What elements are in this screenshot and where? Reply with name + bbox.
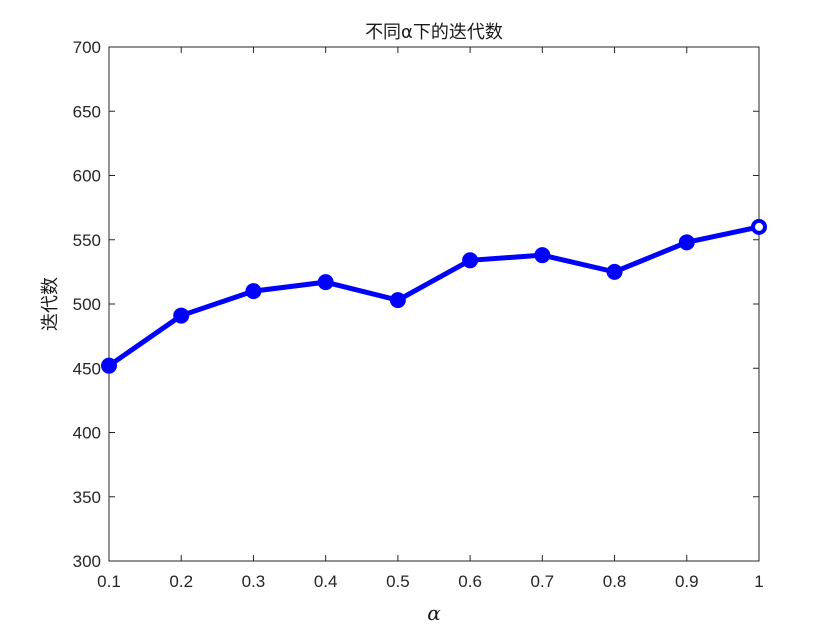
data-point — [317, 274, 334, 291]
data-point — [678, 234, 695, 251]
x-tick-label: 0.3 — [242, 572, 266, 591]
data-point — [534, 247, 551, 264]
x-tick-label: 0.5 — [386, 572, 410, 591]
y-tick-label: 300 — [73, 552, 101, 571]
data-point — [101, 357, 117, 374]
data-point — [389, 292, 406, 309]
x-tick-label: 0.7 — [531, 572, 555, 591]
data-point — [173, 307, 190, 324]
y-tick-label: 550 — [73, 231, 101, 250]
x-tick-label: 1 — [754, 572, 763, 591]
x-tick-label: 0.8 — [603, 572, 627, 591]
x-axis: 0.1 0.2 0.3 0.4 0.5 0.6 0.7 0.8 0.9 1 — [97, 47, 764, 591]
x-tick-label: 0.1 — [97, 572, 121, 591]
y-tick-label: 600 — [73, 167, 101, 186]
x-tick-label: 0.6 — [458, 572, 482, 591]
x-tick-label: 0.2 — [169, 572, 193, 591]
series-line — [106, 224, 762, 369]
y-axis-title: 迭代数 — [40, 277, 61, 331]
x-tick-label: 0.9 — [675, 572, 699, 591]
chart-title: 不同α下的迭代数 — [365, 22, 503, 43]
y-tick-label: 450 — [73, 359, 101, 378]
data-point — [606, 263, 623, 280]
plot-area — [108, 46, 760, 562]
y-tick-label: 500 — [73, 295, 101, 314]
y-tick-label: 350 — [73, 488, 101, 507]
y-tick-label: 650 — [73, 102, 101, 121]
data-point — [751, 218, 767, 235]
y-axis: 300 350 400 450 500 550 600 650 700 — [73, 38, 759, 571]
x-tick-label: 0.4 — [314, 572, 338, 591]
x-axis-title: α — [427, 601, 441, 625]
data-point — [462, 252, 479, 269]
y-tick-label: 700 — [73, 38, 101, 57]
data-point — [245, 283, 262, 300]
series-layer — [101, 218, 767, 374]
y-tick-label: 400 — [73, 424, 101, 443]
